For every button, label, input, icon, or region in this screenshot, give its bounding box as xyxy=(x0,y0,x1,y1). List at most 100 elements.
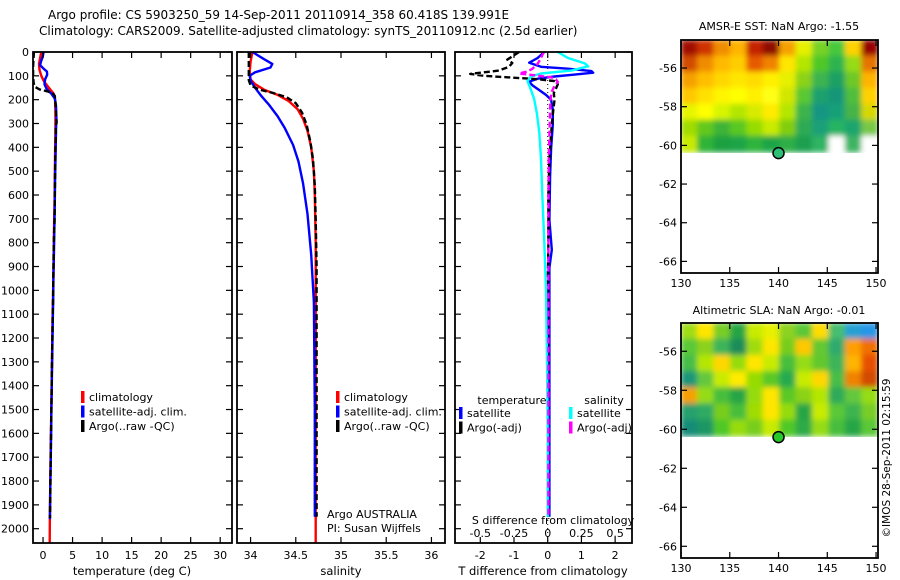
sla-map-cell xyxy=(746,371,764,389)
temperature-profile-x-tick-label: 5 xyxy=(69,549,76,562)
sla-map-cell xyxy=(779,323,797,340)
sst-map-cell xyxy=(681,40,698,57)
sla-map-cell xyxy=(713,371,731,389)
t-difference-s-tick-label: -0.25 xyxy=(500,527,528,540)
sla-map-axes-box xyxy=(680,322,879,559)
salinity-profile-series-group xyxy=(247,52,318,543)
sla-map-cell xyxy=(861,338,878,356)
sla-map-cell xyxy=(681,387,698,405)
sst-map-cell xyxy=(828,135,846,153)
sla-map-cell xyxy=(828,354,846,372)
sla-map-cell xyxy=(844,419,862,437)
sla-map-cell xyxy=(828,371,846,389)
sst-map-cell xyxy=(844,55,862,73)
temperature-profile-y-tick-label: 1800 xyxy=(1,475,29,488)
sla-map-cell xyxy=(697,323,715,340)
sla-map-cell xyxy=(729,323,748,340)
sla-map-cell xyxy=(811,323,830,340)
sst-map-cell xyxy=(697,103,715,121)
sst-map-cell xyxy=(828,71,846,89)
sla-map-cell xyxy=(811,338,830,356)
sla-map-cell xyxy=(861,403,878,421)
sla-map-cell xyxy=(844,354,862,372)
sst-map-x-tick-label: 140 xyxy=(768,277,789,290)
sla-map-argo-position-marker xyxy=(772,430,785,444)
sst-map-cell xyxy=(713,55,731,73)
sla-map-cell xyxy=(762,403,780,421)
sla-map-y-tick-label: -58 xyxy=(659,384,677,397)
salinity-profile-line-argo-raw xyxy=(247,52,318,517)
sst-map-cell xyxy=(681,119,698,137)
sst-map-cell xyxy=(861,87,878,105)
sst-map-cell xyxy=(713,87,731,105)
sst-map-cell xyxy=(828,87,846,105)
sla-map-cell xyxy=(811,371,830,389)
sst-map-cell xyxy=(746,119,764,137)
temperature-profile-y-tick-label: 300 xyxy=(8,118,29,131)
t-difference-line-temperature-satellite xyxy=(528,52,595,517)
temperature-profile-y-tick-label: 600 xyxy=(8,189,29,202)
sst-map-cell xyxy=(861,55,878,73)
sla-map-cell xyxy=(697,387,715,405)
temperature-xlabel: temperature (deg C) xyxy=(73,564,191,578)
sla-map-x-tick-label: 145 xyxy=(817,562,838,575)
sst-map-cell xyxy=(844,87,862,105)
climatology-legend-swatch xyxy=(81,391,85,403)
sst-map-cell xyxy=(729,87,748,105)
sst-map-cell xyxy=(762,87,780,105)
sst-map-y-tick-label: -60 xyxy=(659,139,677,152)
t-difference-x-tick-label: 1 xyxy=(578,549,585,562)
sla-map-cell xyxy=(762,371,780,389)
sst-map-cell xyxy=(811,55,830,73)
sla-map-cell xyxy=(713,354,731,372)
sst-map-cell xyxy=(795,135,813,153)
sla-map-cell xyxy=(861,419,878,437)
sla-map-cell xyxy=(697,371,715,389)
sla-map-cell xyxy=(828,419,846,437)
t-difference-line-temperature-argo-adj xyxy=(469,52,559,517)
sst-map-cell xyxy=(713,103,731,121)
generated-chart-layer: 0 5 10 15 20 25 300100200300400500600700800900… xyxy=(1,39,887,575)
sst-map-cell xyxy=(795,87,813,105)
temperature-profile-x-tick-label: 30 xyxy=(213,549,227,562)
salinity-profile-x-tick-label: 35 xyxy=(334,549,348,562)
sst-map-cell xyxy=(729,71,748,89)
sla-map-y-tick-label: -66 xyxy=(659,540,677,553)
sla-map-cell xyxy=(681,371,698,389)
salinity-legend: climatology satellite-adj. clim. Argo(..… xyxy=(336,391,442,433)
sla-map-cell xyxy=(861,371,878,389)
sst-map-cell xyxy=(681,135,698,153)
sst-map-cell xyxy=(746,71,764,89)
s-satellite-legend-swatch xyxy=(569,407,573,419)
sla-map-cell xyxy=(762,323,780,340)
sst-map-cell xyxy=(729,103,748,121)
sla-map-cell xyxy=(713,403,731,421)
sst-map-cell xyxy=(811,103,830,121)
satellite-adj-legend-label: satellite-adj. clim. xyxy=(89,406,187,419)
salinity-profile-x-tick-label: 34 xyxy=(244,549,258,562)
sst-map-x-tick-label: 150 xyxy=(866,277,887,290)
t-difference-s-tick-label: 0.25 xyxy=(569,527,594,540)
t-argo-adj-legend-swatch xyxy=(459,421,463,434)
sst-map-cell xyxy=(861,71,878,89)
sla-map-cell xyxy=(697,338,715,356)
temperature-profile-y-tick-label: 0 xyxy=(22,46,29,59)
sla-map-cell xyxy=(729,338,748,356)
sla-map-cell xyxy=(697,419,715,437)
t-difference-xlabel: T difference from climatology xyxy=(457,564,628,578)
sla-map-x-tick-label: 150 xyxy=(866,562,887,575)
sst-map-cell xyxy=(746,135,764,153)
sla-map-cell xyxy=(729,387,748,405)
satellite-adj-legend-label: satellite-adj. clim. xyxy=(344,406,442,419)
salinity-profile-x-tick-label: 36 xyxy=(424,549,438,562)
temperature-profile-y-tick-label: 800 xyxy=(8,237,29,250)
argo-raw-legend-label: Argo(..raw -QC) xyxy=(344,420,430,433)
sst-map-cell xyxy=(779,103,797,121)
sst-map-cell xyxy=(795,103,813,121)
sla-map-cell xyxy=(844,338,862,356)
sst-map-y-tick-label: -62 xyxy=(659,178,677,191)
sst-map-cell xyxy=(697,135,715,153)
sst-map-cell xyxy=(746,55,764,73)
sla-map-cell xyxy=(779,338,797,356)
sst-map-cell xyxy=(762,71,780,89)
